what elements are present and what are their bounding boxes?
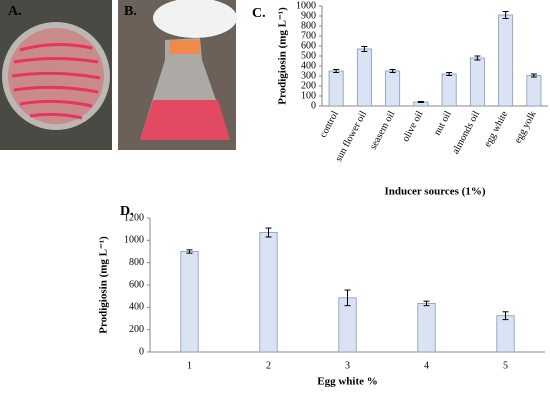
y-tick-label: 1000 bbox=[124, 235, 144, 246]
error-bar bbox=[333, 69, 340, 73]
bar bbox=[356, 48, 372, 107]
y-tick-label: 600 bbox=[129, 279, 144, 290]
y-tick-label: 1000 bbox=[296, 0, 316, 11]
error-bar bbox=[474, 55, 481, 61]
y-tick-label: 200 bbox=[129, 324, 144, 335]
error-bar bbox=[186, 249, 193, 254]
y-axis-title: Prodigiosin (mg L⁻¹) bbox=[98, 236, 110, 334]
x-tick-label: 5 bbox=[503, 360, 508, 371]
x-tick-label: egg yolk bbox=[513, 109, 539, 145]
bar bbox=[385, 70, 401, 107]
photo-plate bbox=[0, 0, 112, 150]
x-tick-label: 2 bbox=[266, 360, 271, 371]
x-tick-label: olive oil bbox=[400, 109, 425, 144]
x-tick-label: egg white bbox=[482, 109, 510, 149]
y-tick-label: 600 bbox=[301, 40, 316, 51]
x-tick-label: nut oil bbox=[432, 109, 454, 137]
panel-label: D. bbox=[120, 204, 134, 219]
error-bar bbox=[502, 11, 509, 19]
x-tick-label: 4 bbox=[424, 360, 429, 371]
bar bbox=[526, 75, 542, 107]
error-bar bbox=[344, 289, 351, 307]
bar bbox=[259, 232, 278, 353]
bar bbox=[328, 70, 344, 107]
y-tick-label: 400 bbox=[129, 302, 144, 313]
y-tick-label: 0 bbox=[139, 346, 144, 357]
error-bar bbox=[446, 72, 453, 76]
y-tick-label: 900 bbox=[301, 10, 316, 21]
y-tick-label: 500 bbox=[301, 50, 316, 61]
y-tick-label: 300 bbox=[301, 70, 316, 81]
error-bar bbox=[423, 300, 430, 307]
x-tick-label: almonds oil bbox=[450, 109, 482, 156]
x-tick-label: control bbox=[318, 109, 341, 139]
bar bbox=[180, 251, 199, 353]
y-tick-label: 100 bbox=[301, 90, 316, 101]
y-tick-label: 200 bbox=[301, 80, 316, 91]
x-axis-title: Inducer sources (1%) bbox=[384, 186, 485, 198]
panel-label: A. bbox=[8, 4, 22, 19]
error-bar bbox=[417, 101, 424, 103]
panel-label: B. bbox=[124, 4, 137, 19]
y-tick-label: 1200 bbox=[124, 212, 144, 223]
bar bbox=[498, 14, 514, 107]
error-bar bbox=[265, 227, 272, 238]
x-tick-label: 3 bbox=[345, 360, 350, 371]
x-tick-label: 1 bbox=[187, 360, 192, 371]
y-tick-label: 700 bbox=[301, 30, 316, 41]
error-bar bbox=[361, 46, 368, 52]
x-axis-title: Egg white % bbox=[317, 376, 378, 388]
panel-label: C. bbox=[252, 6, 266, 21]
bar bbox=[417, 303, 436, 353]
error-bar bbox=[389, 69, 396, 73]
y-tick-label: 400 bbox=[301, 60, 316, 71]
bar bbox=[496, 315, 515, 353]
bar bbox=[441, 73, 457, 107]
photo-flask bbox=[118, 0, 237, 150]
y-axis-title: Prodigiosin (mg L⁻¹) bbox=[277, 7, 289, 105]
y-tick-label: 0 bbox=[311, 100, 316, 111]
y-tick-label: 800 bbox=[129, 257, 144, 268]
x-tick-label: seasem oil bbox=[368, 109, 398, 151]
y-tick-label: 800 bbox=[301, 20, 316, 31]
bar bbox=[469, 57, 485, 107]
error-bar bbox=[502, 311, 509, 321]
error-bar bbox=[530, 73, 537, 78]
